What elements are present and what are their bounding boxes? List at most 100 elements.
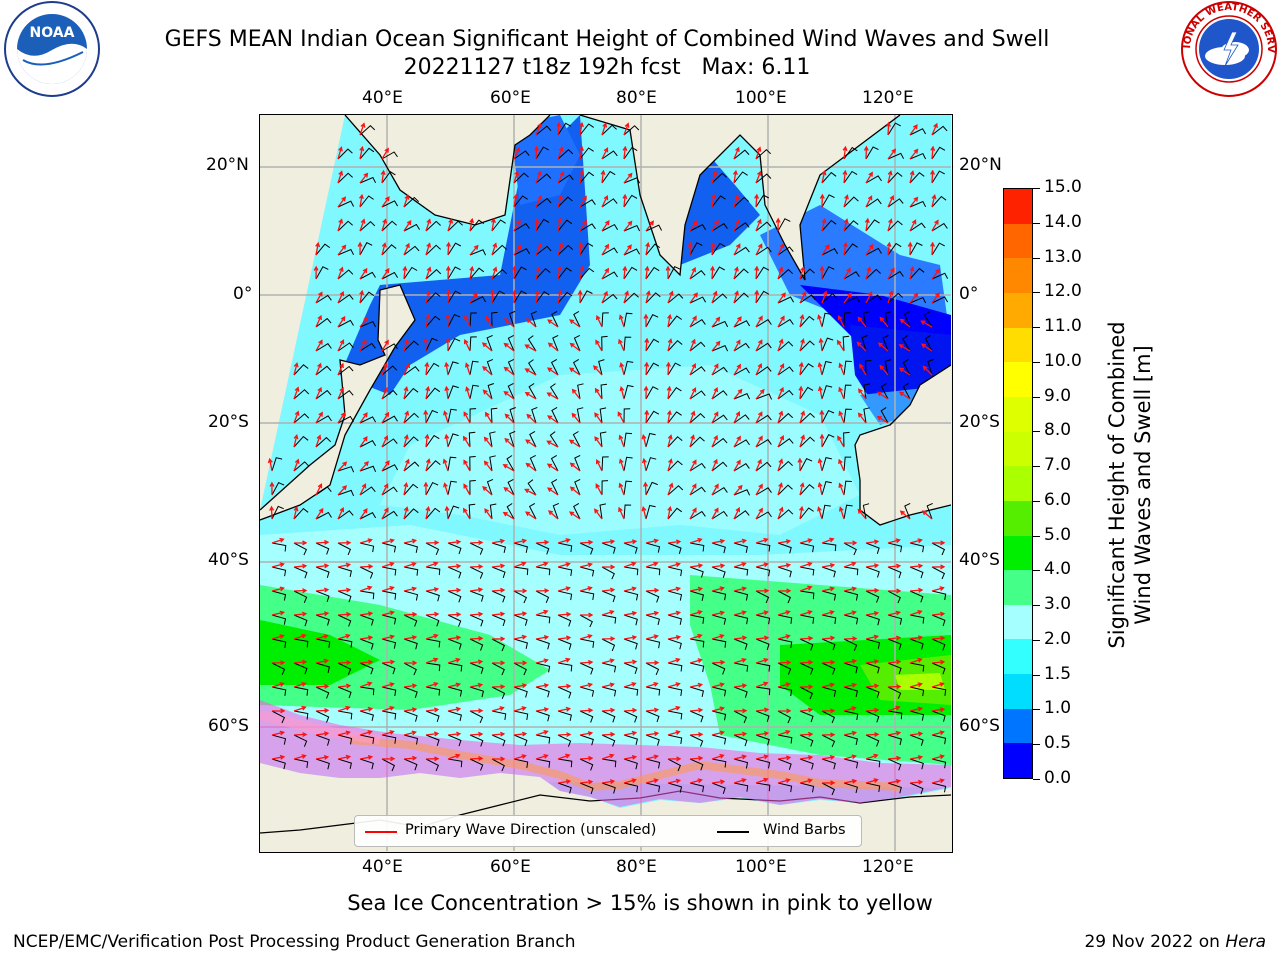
wave-direction-arrow [838, 482, 845, 496]
wave-direction-arrow [293, 705, 307, 712]
wind-barb [381, 566, 397, 576]
wave-direction-arrow [865, 563, 880, 569]
wave-direction-arrow [293, 588, 308, 594]
wave-direction-arrow [689, 755, 704, 761]
wind-barb [689, 413, 706, 424]
wind-barb [711, 437, 728, 448]
wave-direction-arrow [271, 634, 285, 640]
wind-barb [557, 590, 573, 601]
wave-direction-arrow [359, 635, 374, 641]
wave-direction-arrow [710, 265, 715, 280]
wind-barb [535, 245, 552, 256]
wind-barb [491, 566, 506, 579]
wind-barb [777, 412, 794, 424]
wind-barb [821, 248, 839, 256]
wave-direction-arrow [381, 435, 389, 448]
wave-direction-arrow [578, 121, 584, 136]
wind-barb [447, 361, 459, 376]
wave-direction-arrow [755, 362, 763, 376]
wind-barb [381, 710, 397, 720]
wave-direction-arrow [601, 122, 608, 136]
wind-barb [271, 662, 286, 675]
wave-direction-arrow [535, 194, 542, 208]
wind-barb [799, 686, 814, 700]
footer-date: 29 Nov 2022 on Hera [1084, 932, 1266, 952]
wind-barb [711, 710, 727, 721]
wave-direction-arrow [667, 482, 674, 496]
wave-direction-arrow [755, 218, 762, 232]
wave-direction-arrow [491, 756, 506, 762]
footer-credit: NCEP/EMC/Verification Post Processing Pr… [13, 932, 576, 952]
map-panel[interactable]: Primary Wave Direction (unscaled) Wind B… [259, 114, 953, 853]
wind-barb [551, 406, 559, 424]
wind-barb [572, 431, 581, 448]
wave-direction-arrow [595, 483, 603, 496]
wave-direction-arrow [909, 292, 919, 304]
wave-direction-arrow [898, 344, 911, 352]
wind-barb [381, 638, 397, 649]
wave-direction-arrow [381, 218, 388, 232]
wave-direction-arrow [381, 483, 389, 496]
wave-direction-arrow [843, 610, 857, 616]
wind-barb [799, 566, 815, 576]
wind-barb [337, 489, 355, 497]
wave-direction-arrow [469, 682, 484, 688]
wave-direction-arrow [931, 219, 939, 232]
wind-barb [733, 367, 750, 376]
wind-barb [447, 313, 461, 328]
wind-barb [923, 311, 933, 328]
wind-barb [689, 590, 704, 601]
wave-direction-arrow [711, 538, 726, 544]
wind-barb [799, 638, 814, 651]
wave-direction-arrow [271, 682, 285, 688]
wave-direction-arrow [425, 385, 431, 400]
wave-direction-arrow [777, 266, 784, 280]
wind-barb [403, 566, 419, 576]
wind-barb [337, 614, 352, 627]
wind-barb [513, 248, 531, 256]
wave-direction-arrow [667, 657, 681, 664]
wave-direction-arrow [887, 610, 902, 616]
wave-direction-arrow [425, 657, 439, 664]
wave-direction-arrow [403, 481, 409, 496]
wind-barb [579, 147, 594, 160]
wind-barb [843, 590, 859, 601]
wind-barb [843, 504, 853, 520]
wind-barb [293, 507, 309, 520]
wave-direction-arrow [689, 507, 697, 520]
wave-direction-arrow [909, 754, 924, 760]
wind-barb [271, 710, 286, 724]
wave-direction-arrow [644, 361, 650, 376]
wind-barb [359, 662, 374, 675]
wind-barb [887, 710, 903, 720]
colorbar-segment [1004, 604, 1032, 640]
wave-direction-arrow [315, 708, 330, 713]
wave-direction-arrow [711, 316, 721, 328]
wind-barb [403, 590, 419, 601]
wave-direction-arrow [711, 386, 719, 400]
wind-barb [931, 296, 949, 304]
wind-barb [513, 590, 528, 604]
wind-barb [491, 590, 506, 603]
wave-direction-arrow [579, 169, 585, 184]
wave-direction-arrow [711, 458, 718, 472]
wave-direction-arrow [877, 342, 889, 352]
wave-direction-arrow [556, 265, 562, 280]
wind-barb [271, 614, 287, 625]
wind-barb [821, 710, 836, 724]
wind-barb [623, 456, 633, 472]
wave-direction-arrow [733, 388, 743, 400]
wind-barb [887, 662, 902, 675]
colorbar-tick-mark [1033, 361, 1040, 363]
wind-barb [711, 662, 726, 675]
wave-direction-arrow [469, 731, 484, 737]
wave-direction-arrow [817, 361, 823, 376]
wind-barb [821, 504, 831, 520]
wave-direction-arrow [579, 219, 587, 232]
wind-barb [315, 734, 330, 746]
wind-barb [689, 224, 707, 232]
wind-barb [667, 662, 683, 672]
wave-direction-arrow [491, 538, 506, 544]
wind-barb [821, 481, 832, 496]
wind-barb [909, 734, 924, 746]
